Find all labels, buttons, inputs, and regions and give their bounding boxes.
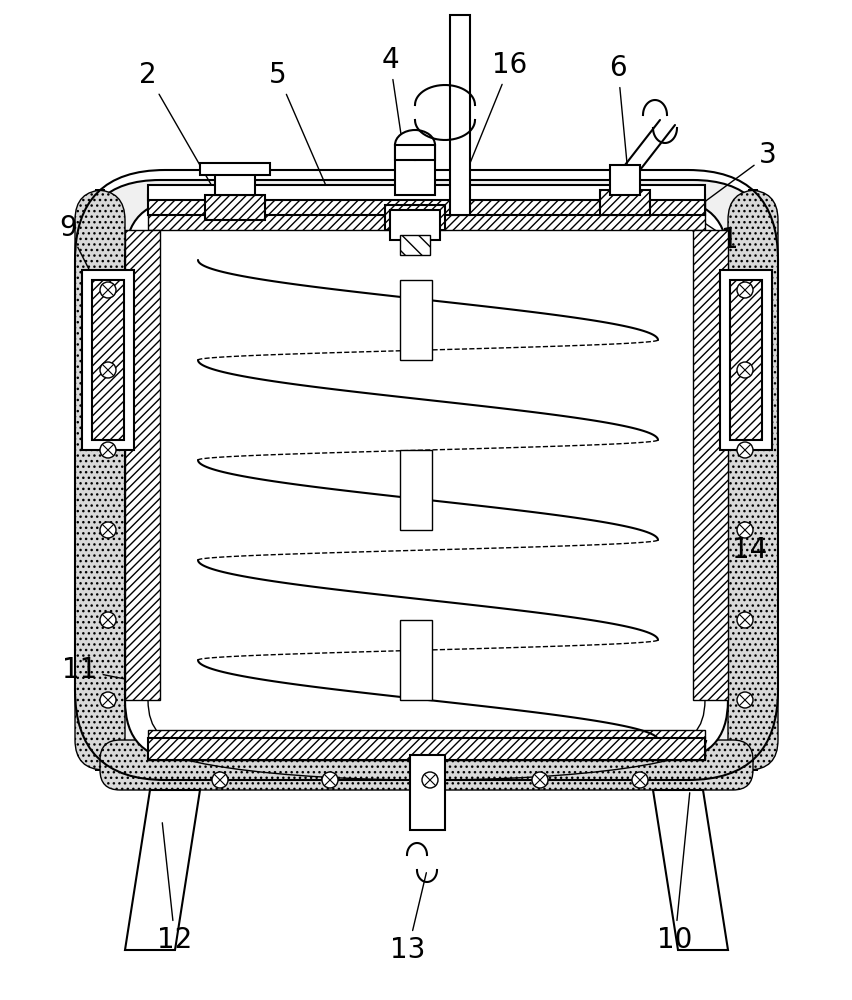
Circle shape <box>100 362 116 378</box>
Circle shape <box>736 362 752 378</box>
Bar <box>394 145 435 160</box>
Bar <box>148 730 704 760</box>
Text: 5: 5 <box>269 61 329 192</box>
Bar <box>609 165 639 195</box>
Circle shape <box>321 772 337 788</box>
Bar <box>148 738 704 760</box>
FancyBboxPatch shape <box>148 220 704 745</box>
Text: 11: 11 <box>62 656 127 684</box>
Circle shape <box>532 772 547 788</box>
Bar <box>148 195 704 215</box>
Circle shape <box>100 612 116 628</box>
Bar <box>400 620 431 700</box>
Bar <box>199 163 270 175</box>
Bar <box>410 755 445 830</box>
Bar <box>82 270 134 450</box>
Text: 16: 16 <box>456 51 527 197</box>
Circle shape <box>422 772 437 788</box>
Bar <box>394 145 435 195</box>
Text: 1: 1 <box>701 222 738 254</box>
Text: 13: 13 <box>390 873 426 964</box>
Circle shape <box>100 522 116 538</box>
Polygon shape <box>125 790 199 950</box>
Circle shape <box>736 692 752 708</box>
Bar <box>148 185 704 200</box>
Bar <box>729 280 761 440</box>
Circle shape <box>100 442 116 458</box>
Bar <box>384 205 445 230</box>
FancyBboxPatch shape <box>727 190 777 770</box>
Bar <box>204 195 265 220</box>
Bar <box>400 450 431 530</box>
FancyBboxPatch shape <box>75 190 125 770</box>
Circle shape <box>100 282 116 298</box>
Polygon shape <box>653 790 727 950</box>
Bar <box>400 280 431 360</box>
Ellipse shape <box>394 130 435 160</box>
Text: 4: 4 <box>381 46 409 192</box>
Circle shape <box>736 442 752 458</box>
Bar <box>599 190 649 215</box>
Bar <box>692 230 727 700</box>
FancyBboxPatch shape <box>100 740 752 790</box>
Text: 3: 3 <box>682 141 776 218</box>
Bar <box>92 280 124 440</box>
Bar <box>450 15 469 215</box>
Circle shape <box>212 772 227 788</box>
Text: 12: 12 <box>157 823 193 954</box>
FancyBboxPatch shape <box>125 200 727 760</box>
Circle shape <box>736 612 752 628</box>
Text: 6: 6 <box>608 54 629 192</box>
Bar <box>389 210 440 240</box>
FancyBboxPatch shape <box>80 180 772 770</box>
Text: 15: 15 <box>722 316 774 344</box>
Circle shape <box>100 692 116 708</box>
Bar <box>125 230 160 700</box>
Text: 2: 2 <box>139 61 218 198</box>
Circle shape <box>736 282 752 298</box>
Bar <box>148 200 704 230</box>
Bar <box>215 170 255 195</box>
Text: 14: 14 <box>712 536 767 564</box>
Bar <box>719 270 771 450</box>
Circle shape <box>736 522 752 538</box>
Circle shape <box>631 772 648 788</box>
Text: 10: 10 <box>657 793 692 954</box>
Bar <box>400 235 429 255</box>
Text: 9: 9 <box>59 214 129 348</box>
